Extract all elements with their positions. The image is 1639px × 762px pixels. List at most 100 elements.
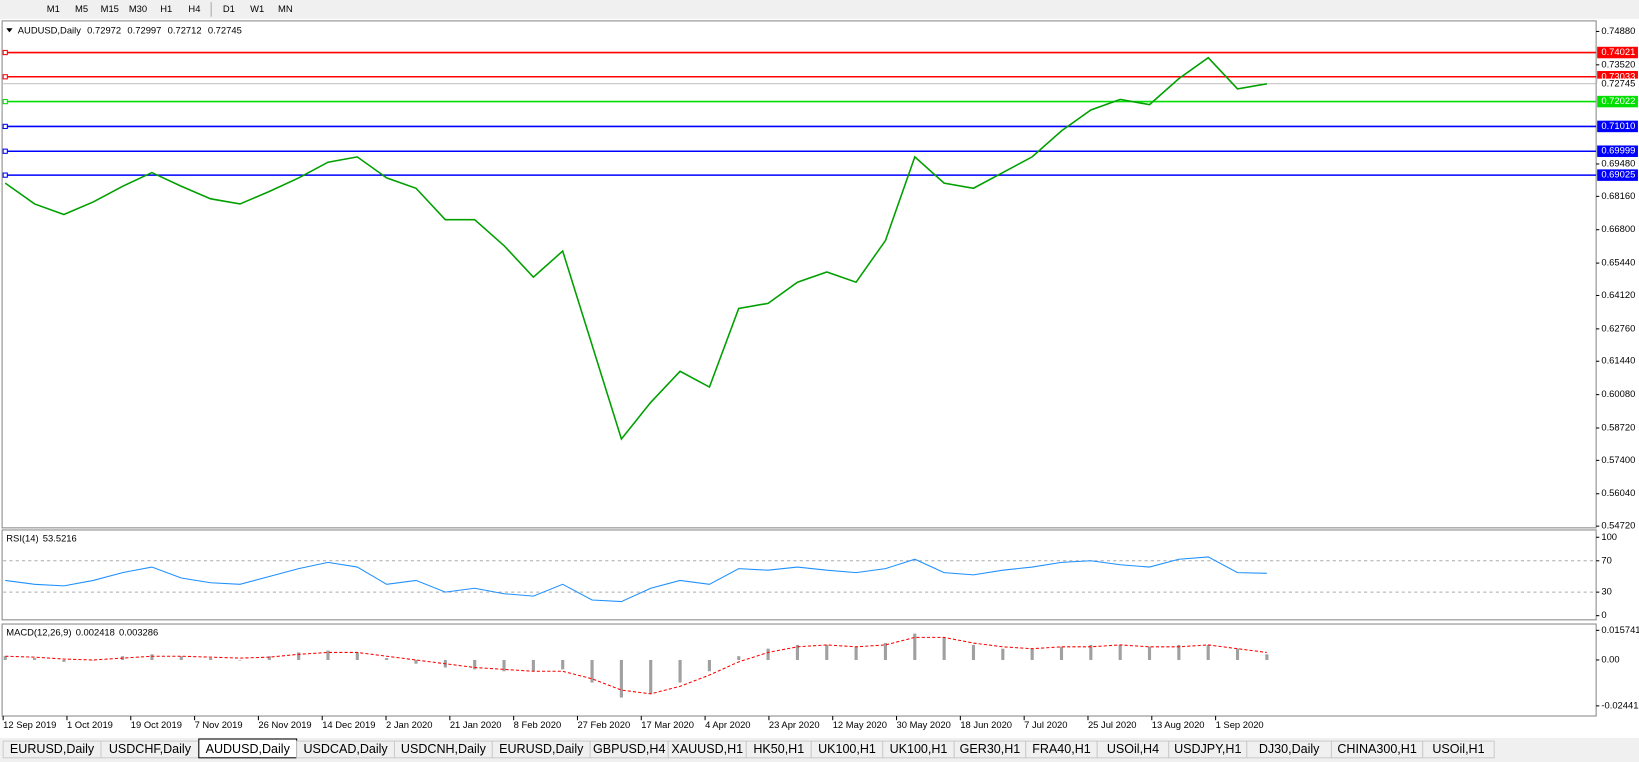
timeframe-button[interactable]: [243, 1, 271, 17]
tab-label: EURUSD,Daily: [499, 742, 584, 756]
tab[interactable]: USOil,H1: [1422, 740, 1495, 759]
macd-bar: [737, 656, 741, 660]
level-handle[interactable]: [2, 123, 8, 130]
timeframe-label: W1: [250, 3, 264, 14]
bid-price-label: 0.72745: [1601, 77, 1635, 88]
tab[interactable]: USDCAD,Daily: [296, 740, 396, 759]
tab[interactable]: EURUSD,Daily: [491, 740, 591, 759]
timeframe-label: D1: [223, 3, 235, 14]
x-tick-label: 8 Feb 2020: [514, 719, 562, 730]
y-tick-label: 0.54720: [1601, 520, 1635, 531]
x-tick-label: 13 Aug 2020: [1152, 719, 1205, 730]
timeframe-label: M1: [47, 3, 60, 14]
x-tick-label: 17 Mar 2020: [641, 719, 694, 730]
x-tick-label: 27 Feb 2020: [577, 719, 630, 730]
macd-bar: [150, 654, 154, 660]
x-tick-label: 18 Jun 2020: [960, 719, 1012, 730]
tab[interactable]: UK100,H1: [882, 740, 955, 759]
x-tick-label: 1 Sep 2020: [1216, 719, 1264, 730]
timeframe-button[interactable]: [152, 1, 180, 17]
tab[interactable]: FRA40,H1: [1025, 740, 1098, 759]
macd-title: MACD(12,26,9): [6, 627, 71, 638]
y-tick-label: 30: [1601, 586, 1611, 597]
tab[interactable]: HK50,H1: [745, 740, 812, 759]
tab[interactable]: GBPUSD,H4: [589, 740, 669, 759]
timeframe-button[interactable]: [39, 1, 67, 17]
y-tick-label: 0.61440: [1601, 355, 1635, 366]
macd-bar: [385, 658, 389, 660]
level-price-label: 0.69025: [1601, 169, 1635, 180]
tab[interactable]: USDCHF,Daily: [100, 740, 200, 759]
tab[interactable]: DJ30,Daily: [1246, 740, 1332, 759]
tab[interactable]: USDCNH,Daily: [393, 740, 493, 759]
tab[interactable]: CHINA300,H1: [1330, 740, 1424, 759]
header-arrow: [6, 28, 13, 33]
x-tick-label: 25 Jul 2020: [1088, 719, 1137, 730]
tab-label: USOil,H4: [1107, 742, 1159, 756]
level-price-label: 0.73033: [1601, 70, 1635, 81]
level-handle[interactable]: [2, 49, 8, 56]
y-tick-label: 0.58720: [1601, 421, 1635, 432]
tab[interactable]: XAUUSD,H1: [667, 740, 747, 759]
macd-value: 0.002418: [76, 627, 115, 638]
y-tick-label: 0.64120: [1601, 289, 1635, 300]
tab[interactable]: EURUSD,Daily: [2, 740, 102, 759]
level-handle[interactable]: [2, 172, 8, 178]
macd-bar: [678, 659, 682, 683]
level-handle[interactable]: [2, 74, 8, 80]
macd-bar: [913, 633, 917, 660]
bid-price-box: [1597, 78, 1638, 90]
tab-label: USDCHF,Daily: [109, 742, 192, 756]
x-tick-label: 4 Apr 2020: [705, 719, 750, 730]
y-tick-label: 0.73520: [1601, 58, 1635, 69]
tab-label: UK100,H1: [890, 742, 948, 756]
signal-value: 0.003286: [119, 627, 158, 638]
y-tick-label: 0.56040: [1601, 487, 1635, 498]
level-price-box: [1597, 120, 1638, 133]
level-handle[interactable]: [2, 148, 8, 154]
macd-bar: [561, 659, 565, 670]
timeframe-button[interactable]: [124, 1, 152, 17]
y-tick-label: 100: [1601, 531, 1617, 542]
level-handle[interactable]: [2, 98, 8, 105]
tab-label: EURUSD,Daily: [10, 742, 95, 756]
tab[interactable]: AUDUSD,Daily: [198, 738, 298, 759]
x-tick-label: 2 Jan 2020: [386, 719, 432, 730]
tab[interactable]: USOil,H4: [1096, 740, 1170, 759]
x-tick-label: 7 Jul 2020: [1024, 719, 1067, 730]
timeframe-button[interactable]: [96, 1, 124, 17]
x-tick-label: 19 Oct 2019: [131, 719, 182, 730]
macd-bar: [795, 644, 799, 660]
macd-bar: [1001, 648, 1005, 660]
macd-bar: [1265, 654, 1269, 660]
timeframe-button[interactable]: [180, 1, 209, 17]
chart-header: AUDUSD,Daily 0.72972 0.72997 0.72712 0.72745: [18, 25, 242, 36]
open: 0.72972: [87, 25, 121, 36]
tab[interactable]: GER30,H1: [953, 740, 1027, 759]
timeframe-label: H4: [188, 3, 200, 14]
macd-bar: [531, 659, 535, 672]
macd-bar: [91, 659, 95, 661]
macd-bar: [33, 658, 37, 660]
macd-bar: [1118, 644, 1122, 660]
x-tick-label: 12 Sep 2019: [3, 719, 56, 730]
tab-background: [1422, 740, 1495, 759]
x-tick-label: 7 Nov 2019: [195, 719, 243, 730]
tab-label: UK100,H1: [818, 742, 876, 756]
timeframe-button[interactable]: [271, 1, 299, 17]
timeframe-button[interactable]: [215, 1, 243, 17]
macd-bar: [238, 659, 242, 661]
tab-label: GER30,H1: [960, 742, 1021, 756]
tab[interactable]: UK100,H1: [810, 740, 884, 759]
timeframe-button[interactable]: [67, 1, 96, 17]
macd-bar: [883, 643, 888, 660]
tab-label: FRA40,H1: [1032, 742, 1091, 756]
y-tick-label: 0: [1601, 609, 1606, 620]
x-tick-label: 12 May 2020: [833, 719, 887, 730]
tab-label: CHINA300,H1: [1337, 742, 1416, 756]
tab[interactable]: USDJPY,H1: [1168, 740, 1248, 759]
macd-bar: [590, 659, 594, 683]
macd-bar: [707, 659, 711, 672]
tab-label: DJ30,Daily: [1259, 742, 1320, 756]
